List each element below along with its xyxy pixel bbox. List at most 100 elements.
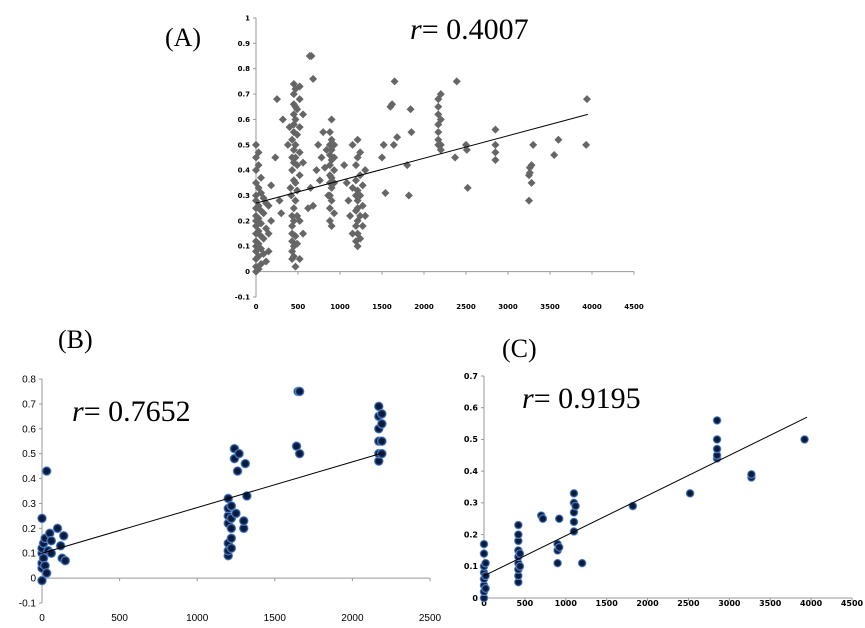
data-point-a [407,128,416,137]
data-point-a [527,178,536,187]
data-point-a [491,148,500,157]
x-tick-label-b: 500 [111,613,128,624]
data-point-a [393,133,402,142]
data-point-a [309,74,318,83]
data-point-a [278,115,287,124]
data-point-a [353,135,362,144]
data-point-c [712,444,722,454]
data-point-a [325,128,334,137]
data-point-b [377,448,387,459]
r-value-label-c: r= 0.9195 [522,382,641,415]
y-tick-label-a: 0.3 [238,192,251,200]
data-point-a [378,153,386,162]
y-tick-label-a: 0 [245,268,250,276]
data-point-a [295,216,304,225]
panel-label-b: (B) [58,325,93,354]
data-point-a [525,196,533,205]
data-point-a [325,204,334,213]
data-point-a [388,100,397,109]
data-point-a [286,183,295,192]
x-tick-label-b: 1000 [186,613,209,624]
r-value-c: = 0.9195 [534,382,641,415]
y-tick-label-c: 0 [472,594,478,603]
data-point-a [356,148,365,157]
data-point-c [569,489,579,498]
data-point-a [317,153,326,162]
data-point-a [299,158,308,167]
data-point-a [491,140,500,149]
data-point-b [226,533,237,544]
data-point-c [481,571,490,581]
data-point-a [330,209,339,218]
data-point-a [351,176,360,185]
data-point-b [226,523,237,534]
data-point-c [685,489,695,498]
x-tick-label-b: 2000 [341,613,364,624]
y-tick-label-b: -0.1 [19,599,37,610]
data-point-a [291,153,300,162]
data-point-a [291,115,300,124]
data-point-a [264,247,273,256]
data-point-a [340,161,349,170]
data-point-a [351,161,360,170]
y-tick-label-c: 0.3 [464,499,478,508]
y-tick-label-c: 0.4 [464,467,479,476]
x-tick-label-c: 3500 [759,599,782,608]
data-point-b [294,448,305,459]
y-tick-label-a: 0.7 [238,91,251,99]
x-tick-label-a: 500 [291,303,306,311]
y-tick-label-c: 0.1 [464,562,479,571]
data-point-a [348,229,357,238]
data-point-a [404,191,413,200]
data-point-a [319,128,328,137]
chart-panel-c: (C) r= 0.9195 0 500 1000 1500 2000 2500 3000 35… [464,334,864,608]
data-point-a [451,153,460,162]
data-point-b [240,458,251,469]
x-tick-label-c: 3000 [718,599,741,608]
x-tick-label-a: 1000 [330,303,350,311]
x-tick-label-b: 0 [39,613,45,624]
data-point-a [273,95,281,104]
y-tick-label-b: 0.5 [22,449,36,460]
data-point-a [295,148,304,157]
data-point-a [491,156,500,165]
data-point-a [356,234,365,243]
data-point-b [234,448,244,459]
data-point-b [377,409,387,419]
data-point-b [41,568,52,578]
data-point-c [514,520,523,530]
data-point-c [577,558,587,568]
y-tick-label-a: 0.2 [238,217,251,225]
data-point-a [291,140,300,149]
data-point-a [293,239,302,248]
y-tick-label-a: 0.9 [238,40,251,48]
data-point-c [481,558,490,568]
data-point-a [291,262,300,271]
data-point-a [327,221,336,230]
x-tick-label-a: 0 [254,303,259,311]
data-point-a [257,219,266,228]
data-point-a [527,161,536,170]
r-symbol-c: r [522,382,534,415]
data-point-a [330,166,339,175]
data-point-a [550,150,559,159]
data-point-a [267,181,276,190]
data-point-a [293,130,302,139]
y-tick-label-a: 0.8 [238,65,251,73]
data-point-a [259,209,268,218]
data-point-a [525,168,534,177]
data-point-a [554,135,563,144]
data-point-a [379,140,388,149]
data-point-c [554,514,564,524]
data-point-a [327,196,336,205]
data-point-a [275,196,284,205]
r-value-b: = 0.7652 [84,395,191,428]
data-point-a [295,254,304,263]
data-point-b [377,436,387,447]
y-tick-label-c: 0.7 [464,372,478,381]
x-tick-label-c: 4000 [800,599,823,608]
data-point-a [491,125,500,134]
x-tick-label-c: 0 [481,599,487,608]
data-point-a [462,145,471,154]
x-tick-label-c: 4500 [841,599,864,608]
